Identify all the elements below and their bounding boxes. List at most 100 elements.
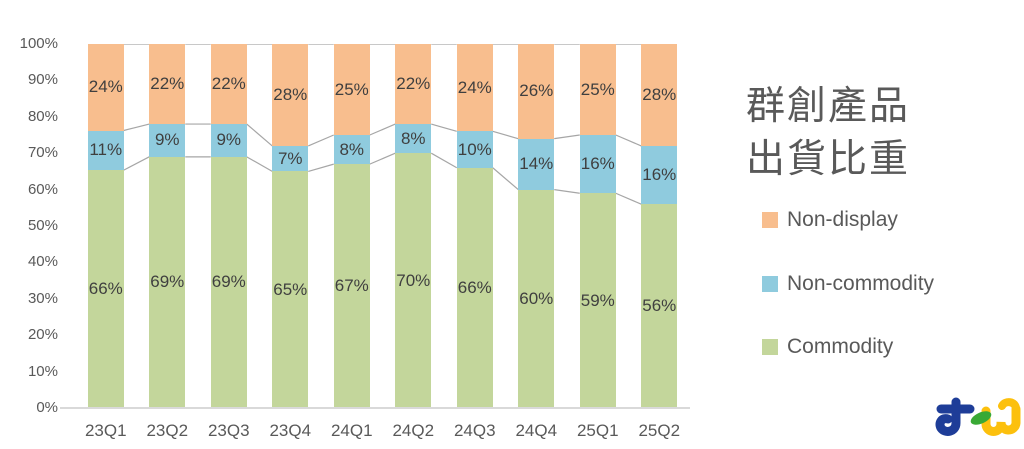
connector-line xyxy=(431,123,457,132)
segment-non-commodity: 11% xyxy=(87,130,124,171)
x-axis-label: 24Q3 xyxy=(453,421,496,440)
data-label: 16% xyxy=(580,154,615,174)
segment-non-display: 24% xyxy=(456,44,493,132)
segment-non-display: 24% xyxy=(87,44,124,131)
segment-non-commodity: 9% xyxy=(149,124,186,157)
connector-line xyxy=(615,134,642,147)
tej-logo xyxy=(935,397,1021,436)
chart-title-line1: 群創產品 xyxy=(746,84,911,129)
data-label: 9% xyxy=(154,130,180,150)
segment-non-commodity: 8% xyxy=(333,135,370,165)
bar-25Q2: 56% 16% 28% xyxy=(641,44,678,408)
logo-green-capsule xyxy=(970,411,992,425)
data-label: 22% xyxy=(396,74,431,94)
data-label: 69% xyxy=(211,272,246,292)
segment-commodity: 66% xyxy=(87,170,124,408)
data-label: 25% xyxy=(580,79,615,99)
data-label: 59% xyxy=(580,290,615,310)
connector-line xyxy=(369,123,396,136)
connector-line xyxy=(123,156,150,171)
legend-item-non-display: Non-display xyxy=(762,208,898,232)
segment-non-display: 26% xyxy=(518,44,555,139)
data-label: 66% xyxy=(457,277,492,297)
data-label: 56% xyxy=(642,296,677,316)
segment-commodity: 69% xyxy=(210,156,247,408)
legend-label: Non-display xyxy=(787,208,898,231)
data-label: 24% xyxy=(88,77,123,97)
connector-line xyxy=(554,134,580,140)
segment-non-commodity: 7% xyxy=(272,145,309,172)
x-axis-label: 23Q3 xyxy=(207,421,250,440)
y-axis-tick: 60% xyxy=(27,180,58,198)
data-label: 69% xyxy=(150,272,185,292)
y-axis-tick: 70% xyxy=(27,144,58,162)
segment-non-commodity: 16% xyxy=(641,145,678,205)
data-label: 70% xyxy=(396,270,431,290)
x-axis-label: 24Q1 xyxy=(330,421,373,440)
legend-label: Non-commodity xyxy=(787,272,935,295)
segment-commodity: 60% xyxy=(518,189,555,408)
y-axis-tick: 40% xyxy=(27,253,58,271)
segment-commodity: 66% xyxy=(456,167,493,408)
data-label: 25% xyxy=(334,79,369,99)
data-label: 9% xyxy=(216,130,242,150)
y-axis: 0% 10% 20% 30% 40% 50% 60% 70% 80% 90% 100% xyxy=(0,35,58,416)
y-axis-tick: 50% xyxy=(27,217,58,234)
data-label: 22% xyxy=(211,74,246,94)
data-label: 22% xyxy=(150,74,185,94)
segment-commodity: 69% xyxy=(149,156,186,408)
connector-line xyxy=(308,134,334,147)
legend-label: Commodity xyxy=(787,335,894,358)
x-axis-line xyxy=(60,407,690,409)
bar-23Q3: 69% 9% 22% xyxy=(210,44,247,408)
connector-line xyxy=(492,130,519,140)
data-label: 7% xyxy=(277,148,303,168)
segment-non-commodity: 14% xyxy=(518,138,555,190)
segment-non-display: 22% xyxy=(149,44,186,125)
data-label: 14% xyxy=(519,154,554,174)
segment-commodity: 65% xyxy=(272,171,309,408)
segment-commodity: 70% xyxy=(395,153,432,408)
bar-23Q4: 65% 7% 28% xyxy=(272,44,309,408)
data-label: 60% xyxy=(519,288,554,308)
bar-24Q2: 70% 8% 22% xyxy=(395,44,432,408)
bar-24Q1: 67% 8% 25% xyxy=(333,44,370,408)
segment-commodity: 67% xyxy=(333,164,370,408)
segment-commodity: 59% xyxy=(579,193,616,408)
y-axis-tick: 20% xyxy=(27,326,58,344)
x-axis-label: 25Q1 xyxy=(576,421,619,440)
x-axis-label: 24Q4 xyxy=(515,421,558,440)
segment-non-display: 28% xyxy=(272,44,309,146)
logo-yellow-hook xyxy=(998,398,1020,413)
y-axis-tick: 10% xyxy=(27,362,58,380)
data-label: 10% xyxy=(457,139,492,159)
data-label: 24% xyxy=(457,77,492,97)
bar-23Q2: 69% 9% 22% xyxy=(149,44,186,408)
x-axis-label: 23Q4 xyxy=(269,421,312,440)
segment-non-commodity: 9% xyxy=(210,124,247,157)
data-label: 67% xyxy=(334,276,369,296)
segment-non-commodity: 16% xyxy=(579,135,616,194)
connector-line xyxy=(308,163,334,172)
y-axis-tick: 30% xyxy=(27,289,58,307)
data-label: 8% xyxy=(400,128,426,148)
y-axis-tick: 80% xyxy=(27,107,58,125)
legend-item-commodity: Commodity xyxy=(762,335,893,359)
data-label: 11% xyxy=(89,140,123,160)
x-axis: 23Q1 23Q2 23Q3 23Q4 24Q1 24Q2 24Q3 24Q4 25Q1 25Q2 xyxy=(75,420,690,442)
connector-line xyxy=(492,167,519,191)
data-label: 65% xyxy=(273,279,308,299)
segment-non-commodity: 10% xyxy=(456,131,493,168)
segment-non-display: 28% xyxy=(641,44,678,146)
connector-line xyxy=(554,189,580,194)
chart-title-line2: 出貨比重 xyxy=(746,137,911,182)
chart-title: 群創產品 出貨比重 xyxy=(746,80,910,186)
x-axis-label: 23Q1 xyxy=(84,421,127,440)
legend-swatch-non-display xyxy=(762,212,778,228)
data-label: 8% xyxy=(339,139,365,159)
data-label: 28% xyxy=(642,84,677,104)
x-axis-label: 24Q2 xyxy=(392,421,435,440)
y-axis-tick: 100% xyxy=(19,35,58,52)
segment-non-display: 22% xyxy=(210,44,247,125)
